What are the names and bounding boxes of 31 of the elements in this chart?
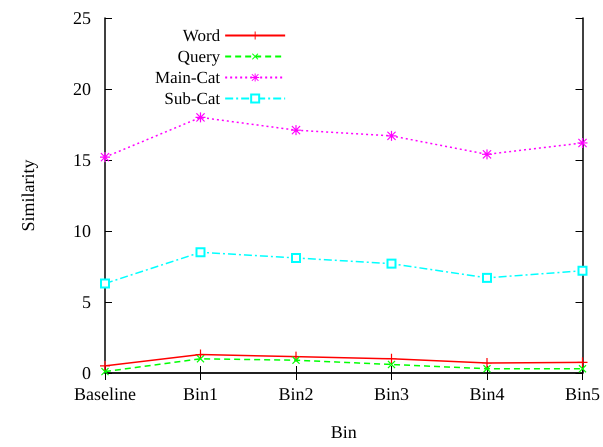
point: [100, 278, 110, 289]
point: [291, 125, 301, 136]
point: [386, 258, 396, 269]
y-tick-label: 25: [73, 8, 91, 28]
point: [386, 354, 396, 364]
x-tick-label: Bin3: [374, 384, 410, 404]
y-tick-label: 15: [73, 150, 91, 170]
x-tick-label: Bin4: [469, 384, 505, 404]
legend-label: Query: [178, 47, 221, 66]
legend-label: Main-Cat: [154, 68, 220, 87]
point: [196, 354, 204, 363]
x-axis-title: Bin: [330, 422, 357, 442]
point: [196, 247, 206, 258]
point: [482, 149, 492, 160]
y-tick-label: 20: [73, 79, 91, 99]
point: [577, 266, 588, 276]
y-tick-label: 10: [73, 221, 91, 241]
point: [100, 152, 110, 162]
x-tick-label: Bin1: [182, 384, 218, 404]
point: [482, 272, 492, 283]
y-axis-title: Similarity: [18, 160, 38, 232]
legend-label: Sub-Cat: [164, 89, 220, 108]
x-tick-label: Bin5: [564, 384, 600, 404]
point: [292, 356, 300, 364]
x-tick-label: Bin2: [278, 384, 314, 404]
y-tick-label: 0: [82, 363, 91, 383]
legend-label: Word: [182, 26, 221, 45]
point: [291, 252, 301, 263]
y-tick-label: 5: [82, 292, 91, 312]
point: [388, 360, 396, 368]
x-tick-label: Baseline: [74, 384, 136, 404]
